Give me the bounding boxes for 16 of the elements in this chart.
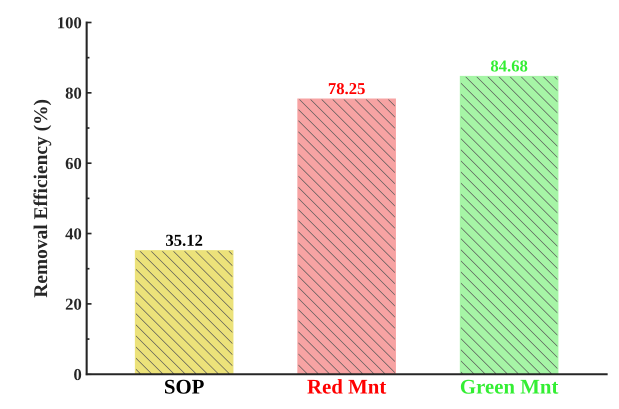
x-tick-label: SOP (165, 380, 204, 394)
y-tick-label: 80 (66, 88, 82, 99)
data-label: 35.12 (166, 234, 202, 246)
data-label: 78.25 (328, 82, 365, 94)
y-axis-title: Removal Efficiency (%) (33, 100, 52, 298)
y-tick-label: 0 (74, 368, 82, 380)
y-tick-label: 40 (65, 228, 82, 240)
bar (134, 250, 234, 374)
y-tick-label: 20 (66, 298, 82, 310)
x-tick-label: Red Mnt (307, 379, 386, 394)
y-tick-label: 100 (58, 17, 82, 28)
bar (297, 98, 396, 374)
y-tick-label: 60 (66, 158, 82, 170)
data-label: 84.68 (490, 60, 528, 72)
bar (460, 76, 558, 374)
x-tick-label: Green Mnt (460, 380, 558, 394)
